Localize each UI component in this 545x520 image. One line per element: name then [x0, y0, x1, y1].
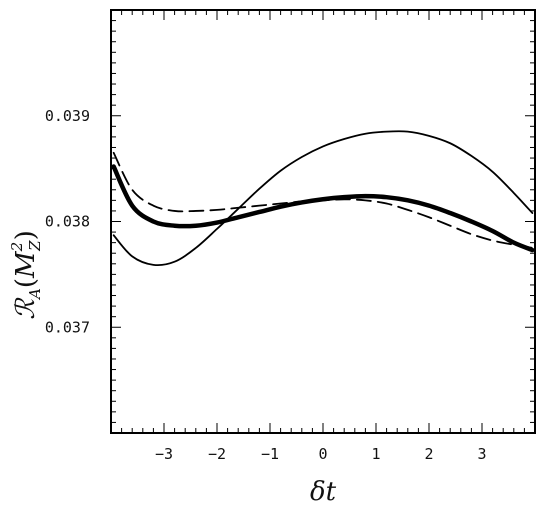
- x-tick-label: −3: [155, 445, 173, 463]
- x-tick-label: −2: [208, 445, 226, 463]
- x-tick-label: 1: [371, 445, 380, 463]
- y-label-arg-sub: Z: [26, 240, 44, 252]
- x-tick-label: 3: [477, 445, 486, 463]
- y-tick-label: 0.039: [45, 107, 90, 125]
- y-label-base-sub: A: [26, 288, 44, 301]
- curves: [111, 130, 535, 267]
- y-label-arg-sup: 2: [8, 242, 26, 253]
- y-axis-label: ℛA(M2Z): [8, 230, 44, 320]
- x-axis-label: δt: [310, 477, 337, 507]
- series-curve-dashed: [112, 151, 534, 249]
- x-tick-label: −1: [261, 445, 279, 463]
- x-tick-label: 0: [318, 445, 327, 463]
- tick-labels: −3 −2 −1 0 1 2 3 0.037 0.038 0.039: [45, 107, 487, 463]
- y-label-close-paren: ): [11, 230, 41, 240]
- x-tick-label: 2: [424, 445, 433, 463]
- y-tick-label: 0.037: [45, 318, 90, 336]
- y-label-base: ℛ: [11, 297, 41, 320]
- y-tick-label: 0.038: [45, 213, 90, 231]
- series-curve-thin-solid: [112, 130, 534, 267]
- y-label-open-paren: (: [11, 278, 41, 288]
- series-curve-thick-solid: [111, 164, 535, 253]
- plot-frame: [110, 9, 536, 434]
- y-label-arg: M: [11, 250, 41, 279]
